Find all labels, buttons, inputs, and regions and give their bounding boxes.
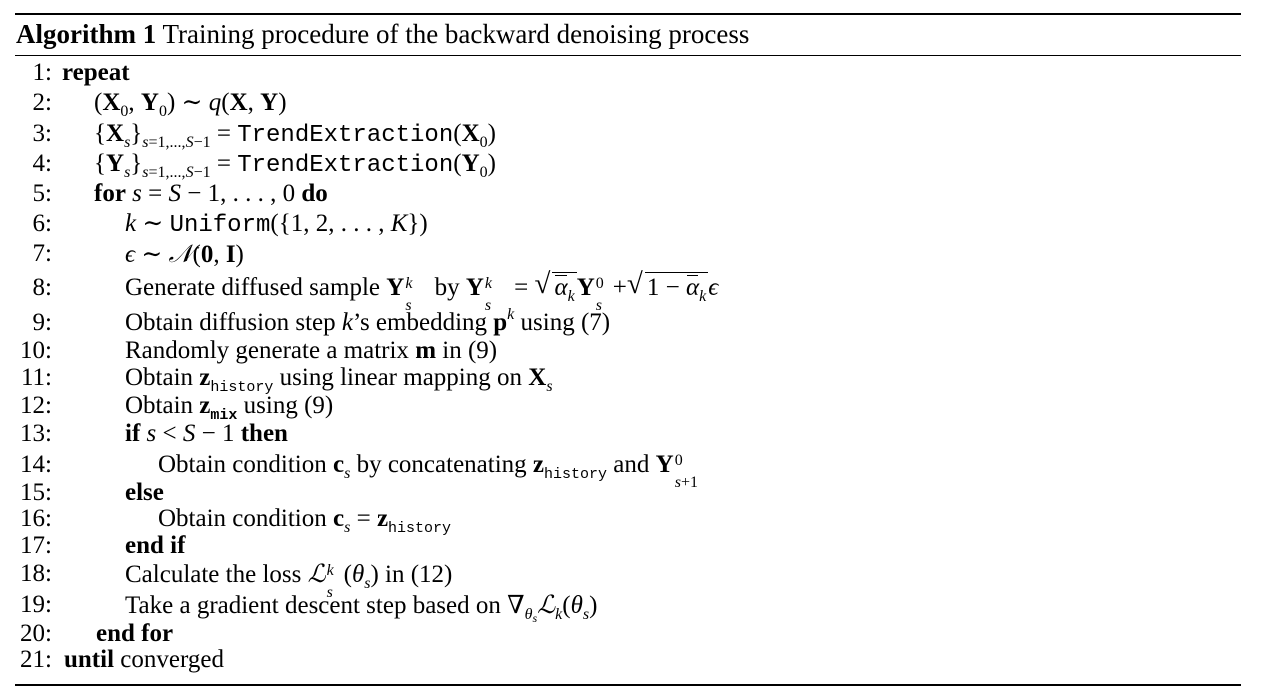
algorithm-title: Training procedure of the backward denoi…	[162, 19, 750, 49]
step-text: using (9)	[243, 392, 334, 419]
step-text: using linear mapping on	[279, 364, 522, 391]
math-z-history: zhistory	[532, 451, 608, 483]
algorithm-line-1: 1: repeat	[0, 58, 1262, 88]
algorithm-label: Algorithm 1	[16, 19, 157, 49]
algorithm-line-7: 7: ϵ ∼ 𝒩(0, I)	[0, 239, 1262, 269]
algorithm-line-5: 5: for s = S − 1, . . . , 0 do	[0, 179, 1262, 209]
step-text: by	[434, 274, 460, 301]
keyword-end-if: end if	[125, 532, 186, 559]
algorithm-line-19: 19: Take a gradient descent step based o…	[0, 590, 1262, 625]
math-c-s-equals: cs = zhistory	[332, 505, 452, 537]
keyword-until: until	[64, 646, 115, 673]
function-trend-extraction: TrendExtraction	[237, 152, 454, 179]
line-number: 10:	[20, 337, 52, 364]
algorithm-line-4: 4: {Ys}s=1,...,S−1 = TrendExtraction(Y0)	[0, 149, 1262, 181]
line-number: 3:	[32, 120, 52, 147]
math-loop-range: s = S − 1, . . . , 0	[132, 180, 296, 207]
math-trend-x: {Xs}s=1,...,S−1 = TrendExtraction(X0)	[94, 120, 496, 151]
math-k-uniform: k ∼ Uniform({1, 2, . . . , K})	[125, 210, 428, 239]
line-number: 11:	[20, 364, 52, 391]
math-gradient: ∇θsℒk(θs)	[507, 590, 598, 625]
algorithm-header: Algorithm 1 Training procedure of the ba…	[16, 17, 749, 51]
algorithm-line-13: 13: if s < S − 1 then	[0, 419, 1262, 449]
step-text: Take a gradient descent step based on	[125, 592, 501, 619]
math-noise: ϵ ∼ 𝒩(0, I)	[125, 239, 244, 268]
math-condition: s < S − 1	[146, 420, 235, 447]
algorithm-line-15: 15: else	[0, 478, 1262, 508]
math-z-history: zhistory	[199, 364, 274, 396]
keyword-then: then	[240, 420, 288, 447]
top-rule	[15, 13, 1241, 15]
function-uniform: Uniform	[169, 212, 271, 239]
line-number: 17:	[20, 532, 52, 559]
algorithm-line-9: 9: Obtain diffusion step k’s embedding p…	[0, 306, 1262, 338]
line-number: 2:	[32, 89, 52, 116]
line-number: 15:	[20, 479, 52, 506]
header-rule	[15, 55, 1241, 57]
keyword-for: for	[94, 180, 126, 207]
step-text: Obtain diffusion step	[125, 309, 336, 336]
keyword-if: if	[125, 420, 141, 447]
algorithm-line-12: 12: Obtain zmix using (9)	[0, 391, 1262, 424]
line-number: 16:	[20, 505, 52, 532]
step-text: using (7)	[520, 309, 611, 336]
algorithm-line-10: 10: Randomly generate a matrix m in (9)	[0, 336, 1262, 366]
keyword-end-for: end for	[96, 620, 174, 647]
algorithm-line-21: 21: until converged	[0, 645, 1262, 675]
keyword-else: else	[125, 479, 164, 506]
algorithm-line-11: 11: Obtain zhistory using linear mapping…	[0, 363, 1262, 396]
step-text: Obtain condition	[158, 505, 327, 532]
line-number: 4:	[32, 150, 52, 177]
step-text: and	[613, 451, 650, 478]
line-number: 5:	[32, 180, 52, 207]
algorithm-line-16: 16: Obtain condition cs = zhistory	[0, 504, 1262, 537]
math-sample-pair: (X0, Y0) ∼ q(X, Y)	[94, 89, 287, 120]
step-text: converged	[120, 646, 224, 673]
step-text: Randomly generate a matrix	[125, 337, 409, 364]
line-number: 7:	[32, 240, 52, 267]
line-number: 9:	[32, 309, 52, 336]
algorithm-line-17: 17: end if	[0, 531, 1262, 561]
math-c-s: cs	[332, 451, 351, 482]
step-text: in (12)	[385, 561, 453, 588]
step-text: ’s embedding	[353, 309, 488, 336]
algorithm-line-6: 6: k ∼ Uniform({1, 2, . . . , K})	[0, 209, 1262, 239]
function-trend-extraction: TrendExtraction	[237, 122, 454, 149]
step-text: in (9)	[442, 337, 498, 364]
line-number: 8:	[32, 274, 52, 301]
math-x-s: Xs	[528, 364, 553, 395]
algorithm-line-14: 14: Obtain condition cs by concatenating…	[0, 450, 1262, 491]
step-text: by concatenating	[356, 451, 527, 478]
line-number: 18:	[20, 560, 52, 587]
line-number: 20:	[20, 620, 52, 647]
keyword-do: do	[301, 180, 328, 207]
line-number: 12:	[20, 392, 52, 419]
algorithm-line-20: 20: end for	[0, 619, 1262, 649]
math-y-next: Y 0 s+1	[655, 451, 698, 491]
line-number: 1:	[32, 59, 52, 86]
math-mask: m	[415, 337, 437, 364]
math-trend-y: {Ys}s=1,...,S−1 = TrendExtraction(Y0)	[94, 150, 496, 181]
math-z-mix: zmix	[199, 392, 238, 424]
step-text: Obtain	[125, 364, 194, 391]
algorithm-line-2: 2: (X0, Y0) ∼ q(X, Y)	[0, 88, 1262, 120]
step-text: Generate diffused sample	[125, 274, 380, 301]
math-embedding: pk	[493, 306, 515, 337]
step-text: Obtain condition	[158, 451, 327, 478]
line-number: 6:	[32, 210, 52, 237]
keyword-repeat: repeat	[62, 59, 130, 86]
step-text: Calculate the loss	[125, 561, 302, 588]
algorithm-line-3: 3: {Xs}s=1,...,S−1 = TrendExtraction(X0)	[0, 119, 1262, 151]
line-number: 13:	[20, 420, 52, 447]
line-number: 19:	[20, 591, 52, 618]
bottom-rule	[15, 684, 1241, 686]
step-text: Obtain	[125, 392, 194, 419]
line-number: 21:	[20, 646, 52, 673]
line-number: 14:	[20, 451, 52, 478]
